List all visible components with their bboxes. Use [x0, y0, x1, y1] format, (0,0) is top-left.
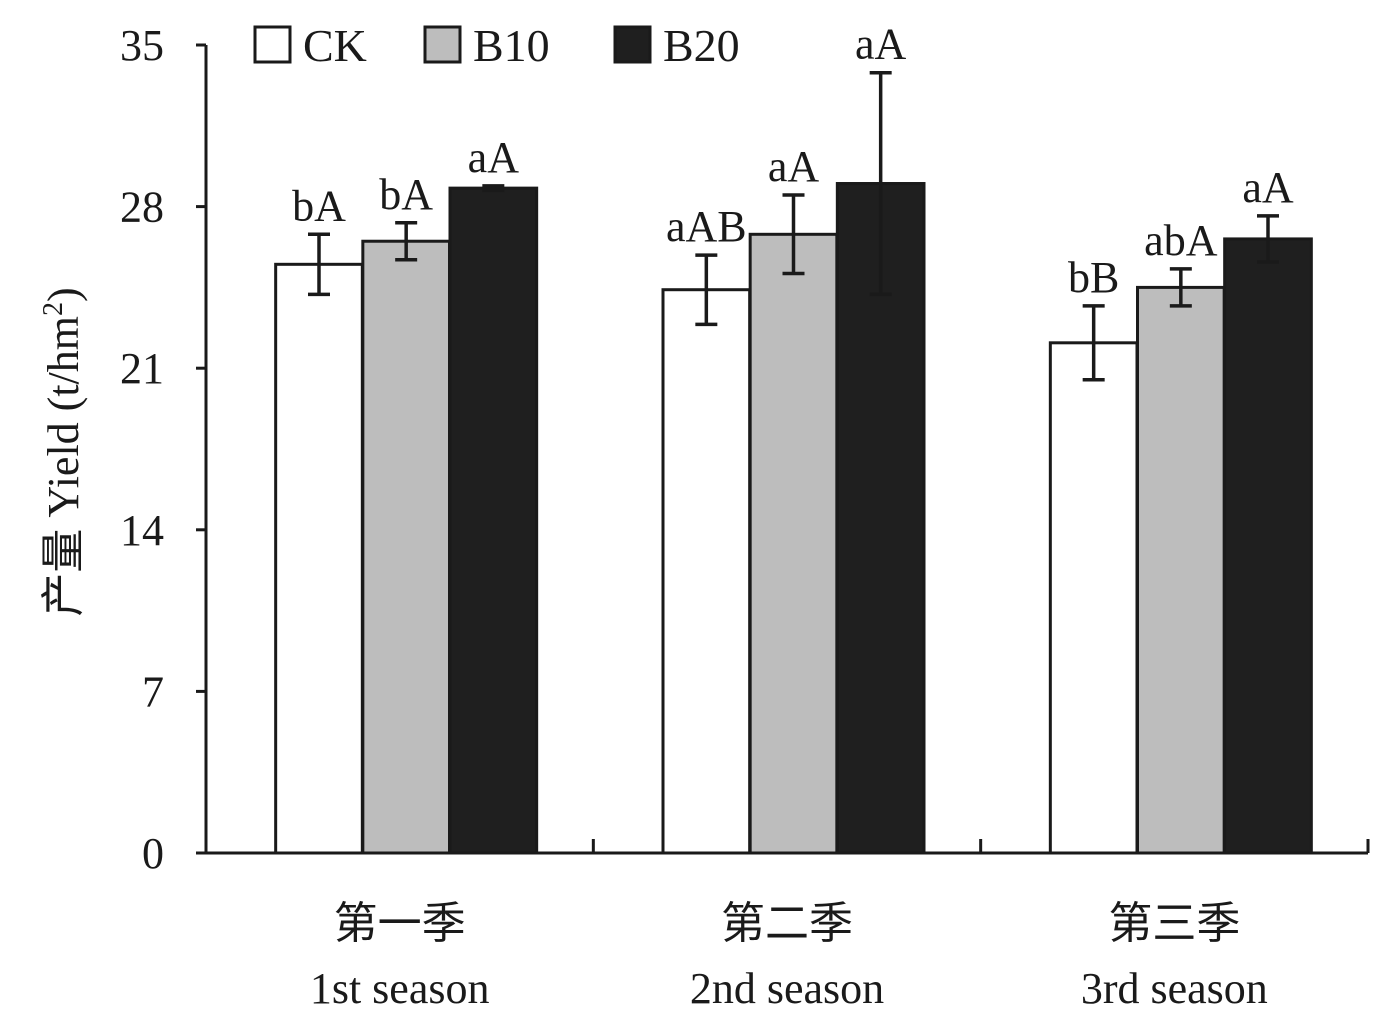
legend-label-b10: B10	[473, 20, 550, 71]
y-tick-label: 14	[120, 506, 164, 555]
bar-b20	[448, 186, 539, 855]
significance-label: aA	[1242, 163, 1294, 212]
bar-b10	[748, 232, 839, 855]
y-tick-label: 21	[120, 344, 164, 393]
legend: CK B10 B20	[253, 20, 740, 71]
bar-b10	[361, 239, 452, 855]
x-category-label-zh: 第一季	[334, 899, 466, 948]
significance-label: aA	[768, 142, 820, 191]
legend-swatch-b20	[613, 25, 652, 64]
plot-area: 0 7 14 21 28 35 bA bA aA 第一季 1st season aAB aA aA 第二季 2…	[120, 20, 1370, 1013]
y-tick-label: 35	[120, 21, 164, 70]
legend-label-ck: CK	[303, 20, 367, 71]
bar-ck	[661, 288, 752, 855]
significance-label: aAB	[666, 202, 747, 251]
bar-ck	[1048, 341, 1139, 855]
x-category-label-en: 2nd season	[690, 964, 884, 1013]
significance-label: aA	[468, 133, 520, 182]
bar-b10	[1136, 285, 1226, 855]
bar-ck	[274, 262, 364, 855]
legend-swatch-b10	[423, 25, 462, 64]
significance-label: bB	[1068, 253, 1119, 302]
y-tick-label: 0	[142, 829, 164, 878]
significance-label: aA	[855, 20, 907, 69]
y-axis-label: 产量 Yield (t/hm2)	[38, 287, 88, 616]
legend-label-b20: B20	[663, 20, 740, 71]
significance-label: bA	[292, 181, 346, 230]
legend-swatch-ck	[253, 25, 292, 64]
x-category-label-en: 3rd season	[1081, 964, 1268, 1013]
x-category-label-zh: 第三季	[1108, 899, 1240, 948]
y-tick-label: 28	[120, 183, 164, 232]
significance-label: abA	[1144, 216, 1218, 265]
x-category-label-zh: 第二季	[721, 899, 853, 948]
x-category-label-en: 1st season	[310, 964, 490, 1013]
significance-label: bA	[379, 170, 433, 219]
y-tick-label: 7	[142, 667, 164, 716]
bar-b20	[1223, 237, 1313, 855]
